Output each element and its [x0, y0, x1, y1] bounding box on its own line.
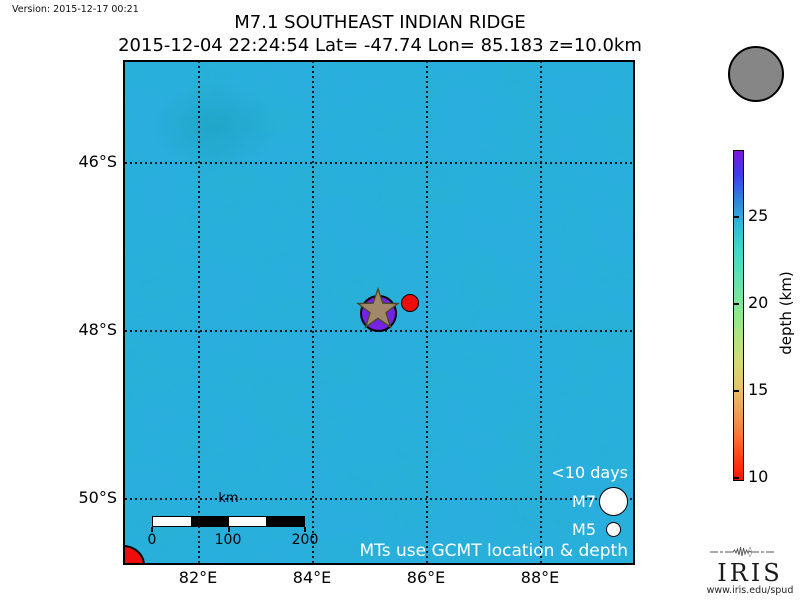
lat-label-48s: 48°S: [78, 320, 117, 339]
scalebar-label-200: 200: [291, 532, 319, 548]
plot-title: M7.1 SOUTHEAST INDIAN RIDGE 2015-12-04 2…: [80, 11, 680, 57]
legend-m5-symbol: [606, 522, 621, 537]
scalebar-tick-200: [304, 527, 306, 532]
colorbar-label-20: 20: [748, 293, 769, 312]
lon-label-88e: 88°E: [520, 568, 560, 587]
seismogram-icon: [710, 546, 774, 558]
event-name-title: M7.1 SOUTHEAST INDIAN RIDGE: [234, 12, 526, 33]
iris-url: www.iris.edu/spud: [706, 585, 794, 596]
depth-colorbar: [733, 150, 744, 481]
map-canvas: km 0 100 200 <10 days M7 M5 MTs use GCMT…: [123, 60, 635, 565]
gridline-88e: [540, 62, 542, 563]
lon-label-82e: 82°E: [178, 568, 218, 587]
colorbar-tick-15: [733, 390, 739, 392]
colorbar-axis-label: depth (km): [777, 271, 795, 355]
map-footnote: MTs use GCMT location & depth: [359, 541, 629, 561]
gridline-84e: [312, 62, 314, 563]
gridline-82e: [198, 62, 200, 563]
legend-m7-symbol: [599, 487, 628, 516]
iris-logo-text: IRIS: [717, 559, 783, 587]
scalebar-label-0: 0: [147, 532, 157, 548]
legend-m5-label: M5: [572, 520, 596, 539]
scalebar: [152, 516, 305, 527]
lat-label-50s: 50°S: [78, 488, 117, 507]
moment-tensor-placeholder: [728, 46, 784, 102]
scalebar-tick-0: [151, 527, 153, 532]
gridline-50s: [125, 498, 633, 500]
colorbar-tick-25: [733, 216, 739, 218]
scalebar-unit-label: km: [218, 491, 239, 506]
lat-label-46s: 46°S: [78, 152, 117, 171]
legend-m7-label: M7: [572, 492, 596, 511]
event-origin-subtitle: 2015-12-04 22:24:54 Lat= -47.74 Lon= 85.…: [118, 35, 642, 56]
seafloor-shading: [125, 62, 425, 322]
colorbar-tick-20: [733, 303, 739, 305]
gridline-86e: [426, 62, 428, 563]
colorbar-label-15: 15: [748, 380, 769, 399]
bathymetry-texture: [125, 62, 633, 563]
legend-age-label: <10 days: [551, 463, 628, 482]
scalebar-tick-100: [228, 527, 230, 532]
mainshock-star-icon: [356, 286, 400, 329]
aftershock-marker: [401, 294, 419, 312]
gridline-46s: [125, 162, 633, 164]
scalebar-label-100: 100: [214, 532, 242, 548]
version-label: Version: 2015-12-17 00:21: [12, 4, 139, 15]
iris-logo: IRIS www.iris.edu/spud: [704, 542, 796, 596]
colorbar-label-25: 25: [748, 206, 769, 225]
lon-label-86e: 86°E: [406, 568, 446, 587]
colorbar-tick-10: [733, 477, 739, 479]
lon-label-84e: 84°E: [292, 568, 332, 587]
colorbar-label-10: 10: [748, 467, 769, 486]
